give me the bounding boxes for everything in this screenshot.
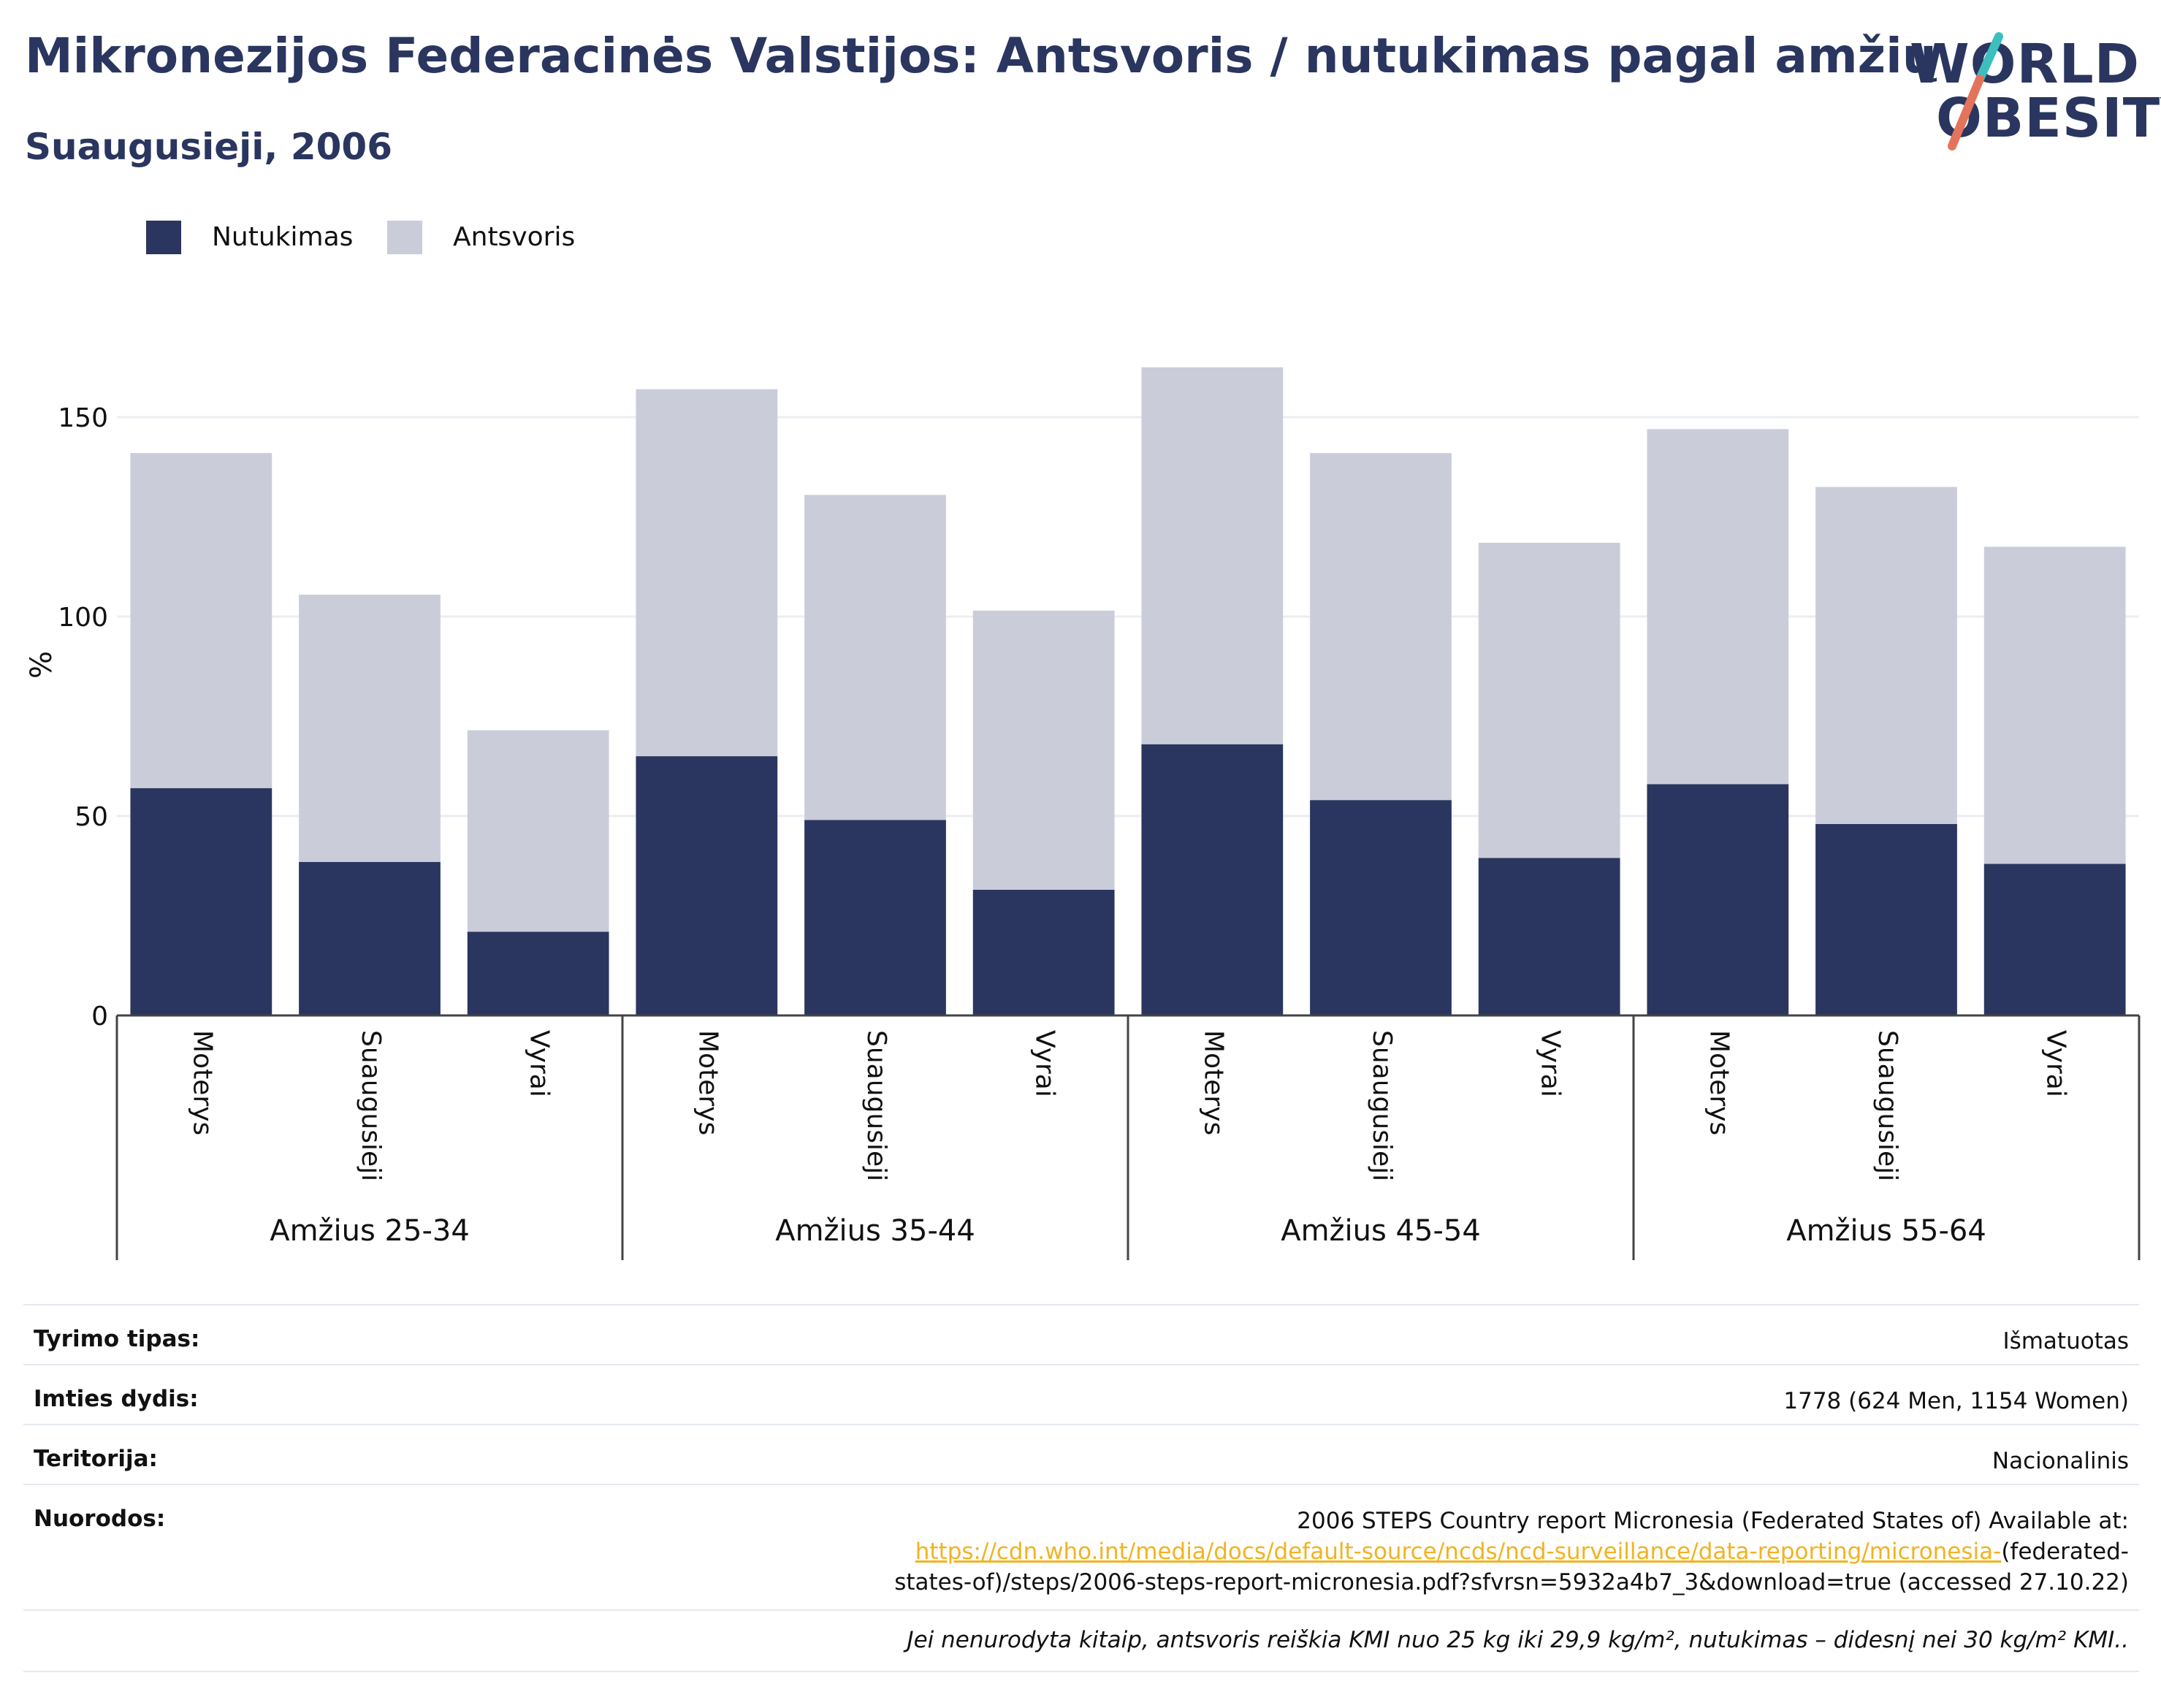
y-axis-label: %	[25, 651, 58, 679]
logo-text-world: WORLD	[1910, 33, 2141, 96]
definition-note: Jei nenurodyta kitaip, antsvoris reiškia…	[23, 1609, 2139, 1672]
references-value: 2006 STEPS Country report Micronesia (Fe…	[887, 1506, 2129, 1598]
x-category-label: Vyrai	[1030, 1030, 1060, 1097]
x-category-label: Suaugusieji	[1367, 1030, 1397, 1181]
info-row-territory: Teritorija: Nacionalinis	[23, 1424, 2139, 1484]
x-category-label: Moterys	[1198, 1030, 1228, 1135]
info-row-references: Nuorodos: 2006 STEPS Country report Micr…	[23, 1484, 2139, 1609]
references-text-before: 2006 STEPS Country report Micronesia (Fe…	[1297, 1508, 2129, 1534]
legend-label-obesity: Nutukimas	[212, 222, 354, 252]
survey-info-table: Tyrimo tipas: Išmatuotas Imties dydis: 1…	[23, 1304, 2139, 1672]
y-tick-label: 150	[58, 403, 108, 433]
legend-label-overweight: Antsvoris	[453, 222, 576, 252]
chart-title: Mikronezijos Federacinės Valstijos: Ants…	[25, 28, 1937, 84]
x-group-label: Amžius 45-54	[1281, 1214, 1481, 1248]
bar-obesity[interactable]	[804, 820, 946, 1015]
x-category-label: Suaugusieji	[861, 1030, 891, 1181]
info-key: Nuorodos:	[34, 1506, 166, 1532]
y-tick-label: 50	[75, 802, 108, 832]
bar-obesity[interactable]	[972, 890, 1115, 1015]
info-key: Teritorija:	[34, 1446, 158, 1472]
chart-subtitle: Suaugusieji, 2006	[25, 126, 392, 168]
bar-overweight[interactable]	[1141, 367, 1284, 744]
info-value: Nacionalinis	[1992, 1448, 2129, 1474]
x-category-label: Suaugusieji	[356, 1030, 386, 1181]
x-group-label: Amžius 35-44	[775, 1214, 975, 1248]
info-value: 1778 (624 Men, 1154 Women)	[1783, 1388, 2129, 1414]
bar-obesity[interactable]	[1647, 784, 1789, 1015]
world-obesity-logo: WORLD OBESITY	[1899, 22, 2161, 153]
x-category-label: Vyrai	[525, 1030, 554, 1097]
stacked-bar-chart: 0 50 100 150% Moterys Suaugusieji Vyrai Moterys…	[25, 367, 2141, 1260]
x-category-label: Suaugusieji	[1872, 1030, 1902, 1181]
bar-overweight[interactable]	[972, 610, 1115, 891]
logo-slash-icon	[1948, 32, 2003, 150]
info-row-survey-type: Tyrimo tipas: Išmatuotas	[23, 1304, 2139, 1364]
bar-overweight[interactable]	[804, 495, 946, 820]
info-value: Išmatuotas	[2002, 1328, 2129, 1354]
bar-obesity[interactable]	[1478, 858, 1620, 1015]
bar-obesity[interactable]	[1310, 800, 1452, 1015]
bar-obesity[interactable]	[1141, 744, 1284, 1015]
bar-overweight[interactable]	[299, 594, 441, 862]
bar-obesity[interactable]	[1815, 823, 1957, 1015]
info-row-sample-size: Imties dydis: 1778 (624 Men, 1154 Women)	[23, 1364, 2139, 1424]
x-group-label: Amžius 55-64	[1786, 1214, 1986, 1248]
x-group-label: Amžius 25-34	[270, 1214, 470, 1248]
x-category-label: Vyrai	[1536, 1030, 1566, 1097]
bar-overweight[interactable]	[636, 389, 778, 757]
info-key: Imties dydis:	[34, 1386, 199, 1412]
legend-swatch-obesity	[146, 221, 181, 254]
references-link[interactable]: https://cdn.who.int/media/docs/default-s…	[915, 1539, 2002, 1565]
x-category-label: Moterys	[1704, 1030, 1734, 1135]
bar-overweight[interactable]	[130, 453, 272, 788]
bar-obesity[interactable]	[299, 861, 441, 1015]
bar-obesity[interactable]	[130, 788, 272, 1015]
bar-overweight[interactable]	[1478, 542, 1620, 858]
definition-note-text: Jei nenurodyta kitaip, antsvoris reiškia…	[907, 1627, 2129, 1653]
x-category-label: Moterys	[187, 1030, 217, 1135]
x-category-label: Moterys	[693, 1030, 723, 1135]
bar-obesity[interactable]	[636, 756, 778, 1015]
x-category-label: Vyrai	[2041, 1030, 2071, 1097]
y-tick-label: 0	[91, 1002, 108, 1032]
y-tick-label: 100	[58, 603, 108, 633]
bar-obesity[interactable]	[467, 931, 609, 1015]
bar-overweight[interactable]	[1815, 487, 1957, 824]
bar-obesity[interactable]	[1983, 863, 2126, 1015]
legend-swatch-overweight	[387, 221, 422, 254]
bar-overweight[interactable]	[467, 730, 609, 932]
bar-overweight[interactable]	[1310, 453, 1452, 801]
bar-overweight[interactable]	[1983, 546, 2126, 864]
references-text-after: (federated-states-of)/steps/2006-steps-r…	[894, 1539, 2129, 1595]
bar-overweight[interactable]	[1647, 429, 1789, 785]
info-key: Tyrimo tipas:	[34, 1326, 200, 1352]
